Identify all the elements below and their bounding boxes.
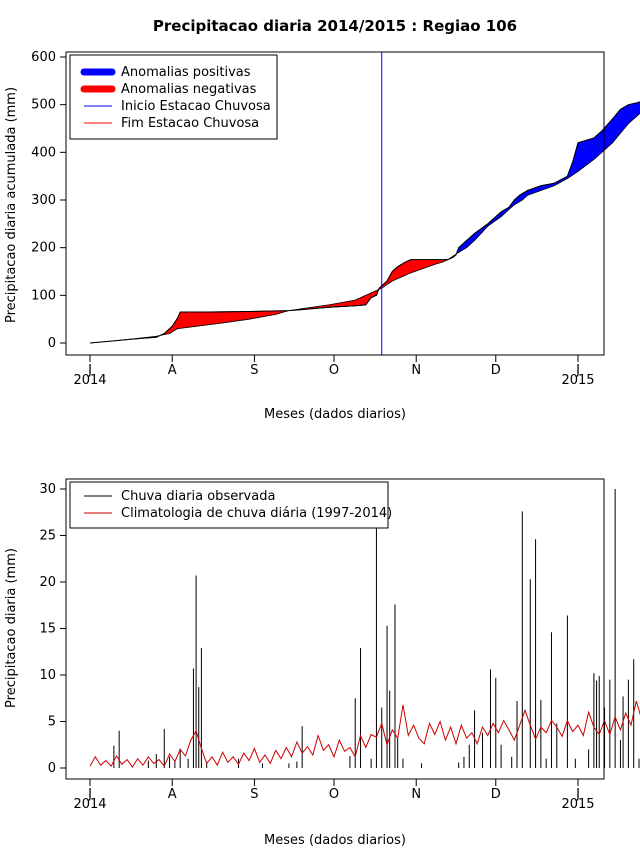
x-tick-label: J: [575, 787, 580, 802]
x-year-label-start: 2014: [73, 373, 106, 388]
y-tick-label: 0: [48, 761, 56, 776]
x-tick-label: D: [491, 787, 501, 802]
x-tick-label: A: [168, 787, 177, 802]
negative-anomaly-area: [159, 288, 380, 336]
x-tick-label: O: [329, 363, 339, 378]
bottom-legend: Chuva diaria observada Climatologia de c…: [69, 481, 392, 529]
y-tick-label: 20: [39, 575, 56, 590]
legend-label-observed: Chuva diaria observada: [121, 489, 275, 504]
y-tick-label: 400: [31, 145, 56, 160]
top-plot-frame: [65, 51, 605, 356]
legend-label-positive: Anomalias positivas: [121, 65, 251, 80]
x-tick-label: A: [168, 363, 177, 378]
legend-label-start-season: Inicio Estacao Chuvosa: [121, 99, 271, 114]
x-tick-label: J: [87, 363, 92, 378]
x-year-label-start: 2014: [73, 797, 106, 812]
top-y-axis-title: Precipitacao diaria acumulada (mm): [4, 87, 19, 323]
x-tick-label: N: [411, 787, 421, 802]
bottom-plot-frame: [65, 478, 605, 780]
climatology-line: [89, 700, 640, 768]
observed-cumulative-line: [89, 101, 640, 344]
x-tick-label: J: [87, 787, 92, 802]
y-tick-label: 200: [31, 241, 56, 256]
x-tick-label: J: [575, 363, 580, 378]
y-tick-label: 25: [39, 529, 56, 544]
x-tick-label: N: [411, 363, 421, 378]
x-tick-label: S: [250, 787, 258, 802]
y-tick-label: 10: [39, 668, 56, 683]
x-tick-label: D: [491, 363, 501, 378]
legend-label-climatology: Climatologia de chuva diária (1997-2014): [121, 506, 392, 521]
legend-label-end-season: Fim Estacao Chuvosa: [121, 116, 259, 131]
top-legend: Anomalias positivas Anomalias negativas …: [69, 54, 278, 140]
x-tick-label: O: [329, 787, 339, 802]
x-year-label-end: 2015: [561, 797, 594, 812]
bottom-legend-box: [69, 481, 389, 529]
bottom-plot-marks: [89, 489, 640, 768]
legend-label-negative: Anomalias negativas: [121, 82, 257, 97]
top-plot-marks: [89, 52, 640, 355]
y-tick-label: 300: [31, 193, 56, 208]
y-tick-label: 0: [48, 336, 56, 351]
top-x-axis-title: Meses (dados diarios): [264, 407, 406, 422]
positive-anomaly-area: [455, 101, 640, 256]
chart-title: Precipitacao diaria 2014/2015 : Regiao 1…: [153, 17, 517, 35]
y-tick-label: 100: [31, 288, 56, 303]
y-tick-label: 5: [48, 715, 56, 730]
x-year-label-end: 2015: [561, 373, 594, 388]
y-tick-label: 15: [39, 622, 56, 637]
bottom-x-axis-title: Meses (dados diarios): [264, 833, 406, 848]
y-tick-label: 500: [31, 98, 56, 113]
y-tick-label: 600: [31, 50, 56, 65]
bottom-y-axis-title: Precipitacao diaria (mm): [4, 548, 19, 708]
x-tick-label: S: [250, 363, 258, 378]
y-tick-label: 30: [39, 482, 56, 497]
